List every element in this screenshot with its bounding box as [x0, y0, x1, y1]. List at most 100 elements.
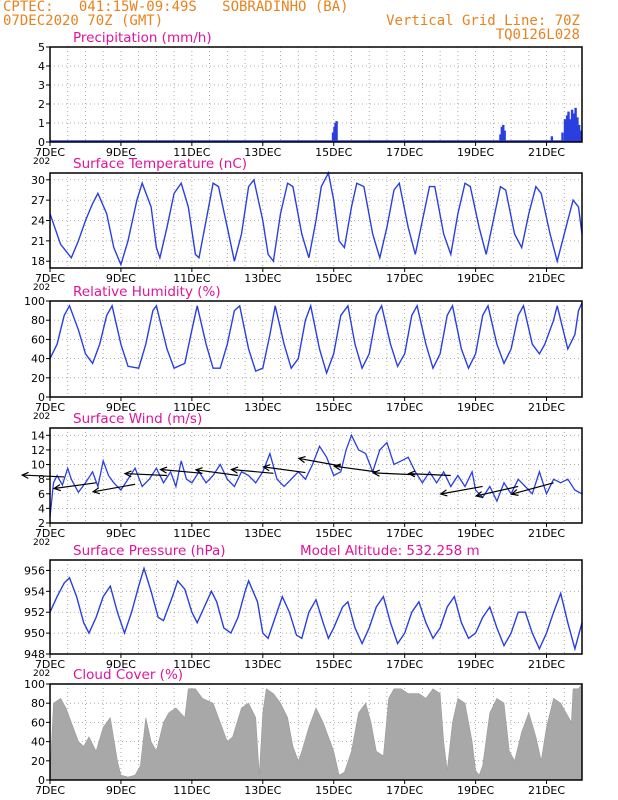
y-tick-label: 80 — [31, 314, 45, 327]
wind-vector-head — [439, 489, 448, 497]
y-tick-label: 60 — [31, 333, 45, 346]
y-tick-label: 3 — [38, 79, 45, 92]
panel-title: Precipitation (mm/h) — [73, 30, 212, 46]
y-tick-label: 954 — [24, 585, 45, 598]
x-tick-label: 21DEC — [528, 272, 565, 285]
y-tick-label: 1 — [38, 117, 45, 130]
x-tick-label: 9DEC — [106, 401, 136, 414]
y-tick-label: 4 — [38, 60, 45, 73]
x-tick-label: 7DEC — [35, 146, 65, 159]
precip-bar — [572, 113, 576, 142]
x-tick-label: 9DEC — [106, 272, 136, 285]
y-tick-label: 2 — [38, 517, 45, 530]
y-tick-label: 2 — [38, 98, 45, 111]
precip-bar — [503, 130, 506, 142]
x-tick-label: 13DEC — [244, 527, 281, 540]
wind-vector-head — [20, 471, 29, 479]
x-tick-label: 13DEC — [244, 658, 281, 671]
x-tick-label: 15DEC — [315, 146, 352, 159]
wind-vector-head — [474, 491, 484, 499]
precip-bar — [579, 130, 583, 142]
x-tick-label: 17DEC — [386, 146, 423, 159]
x-tick-label: 7DEC — [35, 272, 65, 285]
precip-bar — [565, 115, 569, 142]
wind-vector — [93, 483, 136, 493]
precip-bar — [570, 109, 574, 142]
x-tick-label: 21DEC — [528, 146, 565, 159]
wind-vector — [373, 472, 416, 476]
y-tick-label: 0 — [38, 136, 45, 149]
panel-frame — [49, 300, 583, 398]
x-year-stub: 202 — [33, 157, 50, 167]
x-tick-label: 11DEC — [173, 784, 210, 797]
y-tick-label: 10 — [31, 459, 45, 472]
precip-bar — [499, 134, 502, 142]
x-tick-label: 17DEC — [386, 527, 423, 540]
wind-vector — [298, 457, 341, 467]
precip-bar — [567, 111, 570, 142]
header-station: CPTEC: 041:15W-09:49S SOBRADINHO (BA) — [3, 0, 349, 15]
precip-bar — [500, 126, 504, 142]
y-tick-label: 12 — [31, 444, 45, 457]
y-tick-label: 100 — [24, 295, 45, 308]
x-tick-label: 11DEC — [173, 146, 210, 159]
panel-2: 18 21 24 27 30 7DEC 9DEC 11DEC 13DEC 15DEC 17DEC 19… — [31, 156, 583, 293]
x-tick-label: 21DEC — [528, 784, 565, 797]
x-tick-label: 13DEC — [244, 146, 281, 159]
x-tick-label: 19DEC — [457, 658, 494, 671]
x-tick-label: 19DEC — [457, 527, 494, 540]
x-tick-label: 21DEC — [528, 401, 565, 414]
y-tick-label: 0 — [38, 391, 45, 404]
y-tick-label: 21 — [31, 235, 45, 248]
panel-5: 948 950 952 954 956 7DEC 9DEC 11DEC 13DEC 15DEC 17… — [24, 543, 583, 679]
x-tick-label: 17DEC — [386, 401, 423, 414]
x-tick-label: 15DEC — [315, 401, 352, 414]
x-tick-label: 13DEC — [244, 784, 281, 797]
y-tick-label: 20 — [31, 755, 45, 768]
series-line — [49, 302, 583, 376]
wind-vector — [125, 473, 168, 477]
wind-vector — [334, 465, 377, 473]
panel-1: 0 1 2 3 4 5 7DEC 9DEC 11DEC 13DEC 15DEC 17DEC 19DEC 2… — [33, 30, 583, 167]
x-year-stub: 202 — [33, 538, 50, 548]
panel-title: Relative Humidity (%) — [73, 284, 221, 300]
panel-3: 0 20 40 60 80 100 7DEC 9DEC 11DEC 13DEC 15DEC 17DEC… — [24, 284, 583, 422]
x-tick-label: 17DEC — [386, 784, 423, 797]
precip-bar — [502, 124, 505, 142]
wind-vector — [160, 468, 203, 474]
x-tick-label: 21DEC — [528, 658, 565, 671]
x-tick-label: 7DEC — [35, 658, 65, 671]
x-tick-label: 19DEC — [457, 146, 494, 159]
precip-bar — [550, 136, 554, 142]
precip-bar — [561, 132, 564, 142]
x-tick-label: 9DEC — [106, 527, 136, 540]
y-tick-label: 18 — [31, 255, 45, 268]
x-tick-label: 11DEC — [173, 272, 210, 285]
wind-vector-head — [297, 456, 306, 464]
y-tick-label: 14 — [31, 429, 45, 442]
header-model-code: TQ0126L028 — [495, 27, 580, 43]
wind-vector — [408, 473, 451, 477]
x-tick-label: 9DEC — [106, 146, 136, 159]
x-tick-label: 21DEC — [528, 527, 565, 540]
precip-bar — [577, 124, 581, 142]
x-tick-label: 15DEC — [315, 658, 352, 671]
x-tick-label: 19DEC — [457, 272, 494, 285]
header-run-date: 07DEC2020 70Z (GMT) — [3, 13, 164, 29]
model-altitude: Model Altitude: 532.258 m — [300, 543, 480, 559]
wind-vector — [511, 482, 554, 495]
precip-bar — [574, 107, 577, 142]
wind-vector-head — [407, 470, 416, 478]
y-tick-label: 0 — [38, 774, 45, 787]
series-line — [49, 170, 583, 267]
x-tick-label: 15DEC — [315, 527, 352, 540]
y-tick-label: 5 — [38, 41, 45, 54]
x-tick-label: 15DEC — [315, 784, 352, 797]
y-tick-label: 100 — [24, 678, 45, 691]
panel-frame — [49, 559, 583, 655]
y-tick-label: 24 — [31, 215, 45, 228]
wind-vector-head — [332, 463, 342, 471]
x-year-stub: 202 — [33, 669, 50, 679]
panel-title: Surface Wind (m/s) — [73, 411, 202, 427]
